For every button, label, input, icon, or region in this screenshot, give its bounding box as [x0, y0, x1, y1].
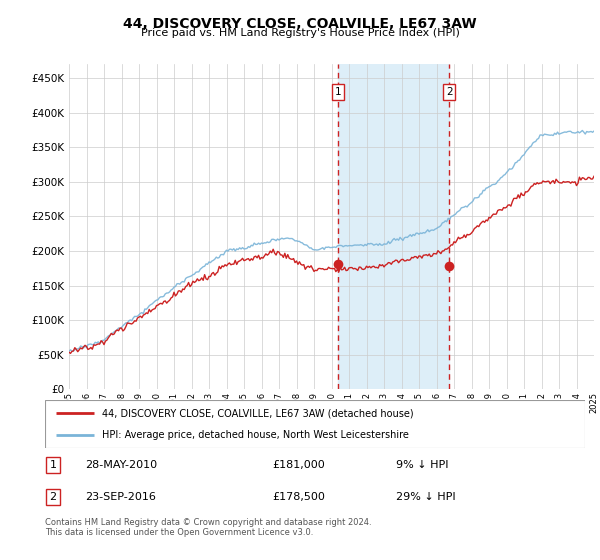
Text: 23-SEP-2016: 23-SEP-2016 [86, 492, 157, 502]
Text: 28-MAY-2010: 28-MAY-2010 [86, 460, 158, 470]
FancyBboxPatch shape [45, 400, 585, 448]
Text: £181,000: £181,000 [272, 460, 325, 470]
Text: 2: 2 [446, 87, 452, 97]
Text: 9% ↓ HPI: 9% ↓ HPI [396, 460, 449, 470]
Text: 1: 1 [50, 460, 56, 470]
Text: Contains HM Land Registry data © Crown copyright and database right 2024.
This d: Contains HM Land Registry data © Crown c… [45, 518, 371, 538]
Text: Price paid vs. HM Land Registry's House Price Index (HPI): Price paid vs. HM Land Registry's House … [140, 28, 460, 38]
Text: 2: 2 [50, 492, 56, 502]
Text: 44, DISCOVERY CLOSE, COALVILLE, LE67 3AW (detached house): 44, DISCOVERY CLOSE, COALVILLE, LE67 3AW… [101, 408, 413, 418]
Text: £178,500: £178,500 [272, 492, 325, 502]
Text: 29% ↓ HPI: 29% ↓ HPI [396, 492, 455, 502]
Text: HPI: Average price, detached house, North West Leicestershire: HPI: Average price, detached house, Nort… [101, 430, 409, 440]
Bar [338, 64, 449, 389]
Text: 44, DISCOVERY CLOSE, COALVILLE, LE67 3AW: 44, DISCOVERY CLOSE, COALVILLE, LE67 3AW [123, 17, 477, 31]
Text: 1: 1 [335, 87, 341, 97]
